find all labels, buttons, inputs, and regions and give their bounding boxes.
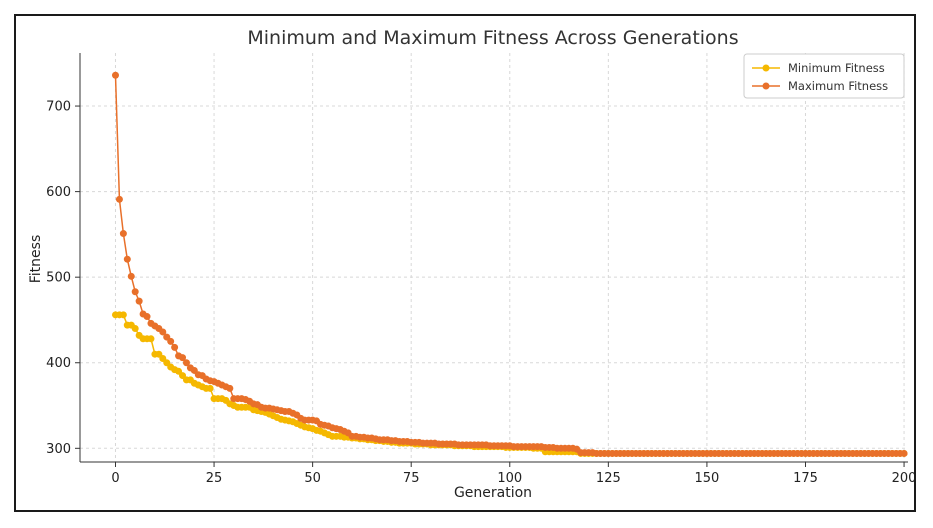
data-point-maximum-fitness	[135, 297, 143, 305]
y-axis-label: Fitness	[28, 235, 44, 284]
x-axis-label: Generation	[454, 485, 532, 501]
data-point-maximum-fitness	[115, 195, 123, 203]
chart-frame: Minimum and Maximum Fitness Across Gener…	[14, 14, 916, 512]
data-point-maximum-fitness	[900, 449, 908, 457]
legend-marker-maximum	[762, 82, 770, 90]
grid	[80, 53, 908, 462]
axes	[79, 53, 908, 463]
x-tick-label: 175	[793, 471, 818, 486]
y-tick-label: 400	[46, 356, 71, 371]
data-point-maximum-fitness	[179, 354, 187, 362]
legend-marker-minimum	[762, 64, 770, 72]
x-tick-label: 200	[892, 471, 914, 486]
legend: Minimum Fitness Maximum Fitness	[743, 53, 905, 99]
legend-label-maximum: Maximum Fitness	[788, 79, 888, 93]
data-point-maximum-fitness	[226, 384, 234, 392]
data-point-maximum-fitness	[127, 272, 135, 280]
data-point-maximum-fitness	[131, 288, 139, 296]
data-point-maximum-fitness	[182, 359, 190, 367]
x-tick-label: 125	[596, 471, 621, 486]
data-point-minimum-fitness	[147, 335, 155, 343]
legend-box	[743, 53, 905, 99]
y-tick-label: 600	[46, 185, 71, 200]
y-tick-label: 500	[46, 271, 71, 286]
fitness-line-chart: Minimum and Maximum Fitness Across Gener…	[28, 27, 914, 501]
x-tick-label: 0	[111, 471, 119, 486]
y-tick-label: 300	[46, 442, 71, 457]
data-point-maximum-fitness	[159, 328, 167, 336]
legend-label-minimum: Minimum Fitness	[788, 61, 885, 75]
data-point-minimum-fitness	[119, 311, 127, 319]
data-point-maximum-fitness	[171, 343, 179, 351]
x-tick-label: 50	[304, 471, 321, 486]
y-tick-label: 700	[46, 100, 71, 115]
series-layer	[111, 71, 908, 457]
data-point-maximum-fitness	[123, 255, 131, 263]
data-point-minimum-fitness	[131, 325, 139, 333]
data-point-maximum-fitness	[119, 230, 127, 238]
data-point-minimum-fitness	[206, 384, 214, 392]
series-maximum-fitness	[111, 71, 908, 457]
data-point-maximum-fitness	[143, 313, 151, 321]
x-tick-label: 150	[695, 471, 720, 486]
tick-labels: 0 25 50 75 100 125 150 175 200 300 400 500 600 700	[46, 100, 914, 486]
chart-title: Minimum and Maximum Fitness Across Gener…	[247, 27, 738, 49]
data-point-maximum-fitness	[111, 71, 119, 79]
x-tick-label: 75	[403, 471, 420, 486]
x-tick-label: 25	[206, 471, 223, 486]
data-point-maximum-fitness	[167, 337, 175, 345]
x-tick-label: 100	[497, 471, 522, 486]
